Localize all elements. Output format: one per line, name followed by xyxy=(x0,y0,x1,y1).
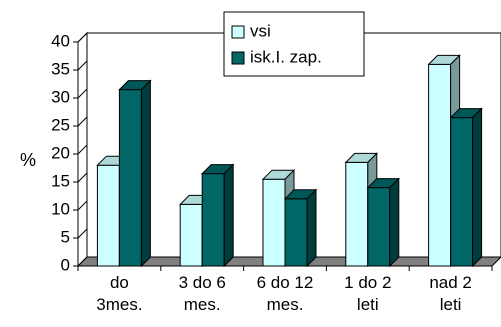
bar-isk-zap xyxy=(449,107,483,268)
y-tick-label: 30 xyxy=(51,87,70,106)
y-tick-label: 0 xyxy=(61,255,70,274)
bar-isk-zap xyxy=(366,177,401,268)
chart-bars xyxy=(96,54,483,268)
y-tick-label: 35 xyxy=(51,59,70,78)
x-tick-label: 1 do 2 leti xyxy=(344,273,391,314)
bar-isk-zap xyxy=(118,79,152,268)
y-tick-label: 20 xyxy=(51,143,70,162)
y-tick-diagonal xyxy=(77,200,88,211)
y-tick-diagonal xyxy=(77,144,88,155)
y-tick-diagonal xyxy=(77,88,88,99)
y-axis-label: % xyxy=(20,150,36,170)
y-tick-label: 5 xyxy=(61,227,70,246)
legend-label: isk.I. zap. xyxy=(250,47,322,66)
y-tick-diagonal xyxy=(77,228,88,239)
legend: vsi isk.I. zap. xyxy=(223,11,365,77)
y-tick-label: 40 xyxy=(51,31,70,50)
bar-isk-zap xyxy=(283,188,318,268)
x-tick-label: do 3mes. xyxy=(96,273,142,314)
y-tick-diagonal xyxy=(77,60,88,71)
legend-swatch xyxy=(231,25,245,39)
y-tick-diagonal xyxy=(77,116,88,127)
legend-swatch xyxy=(231,51,245,65)
x-tick-label: 6 do 12 mes. xyxy=(257,273,314,314)
y-tick-label: 15 xyxy=(51,171,70,190)
y-axis: 0 5 10 15 20 25 30 35 40 xyxy=(51,31,88,274)
legend-label: vsi xyxy=(250,21,271,40)
y-tick-diagonal xyxy=(77,256,88,267)
y-tick-diagonal xyxy=(77,32,88,43)
y-tick-label: 25 xyxy=(51,115,70,134)
y-tick-diagonal xyxy=(77,172,88,183)
x-axis: do 3mes. 3 do 6 mes. 6 do 12 mes. 1 do 2 leti na… xyxy=(77,265,493,314)
legend-box xyxy=(223,11,365,77)
y-tick-label: 10 xyxy=(51,199,70,218)
x-tick-label: 3 do 6 mes. xyxy=(179,273,226,314)
bar-isk-zap xyxy=(200,163,235,268)
x-tick-label: nad 2 leti xyxy=(429,273,472,314)
